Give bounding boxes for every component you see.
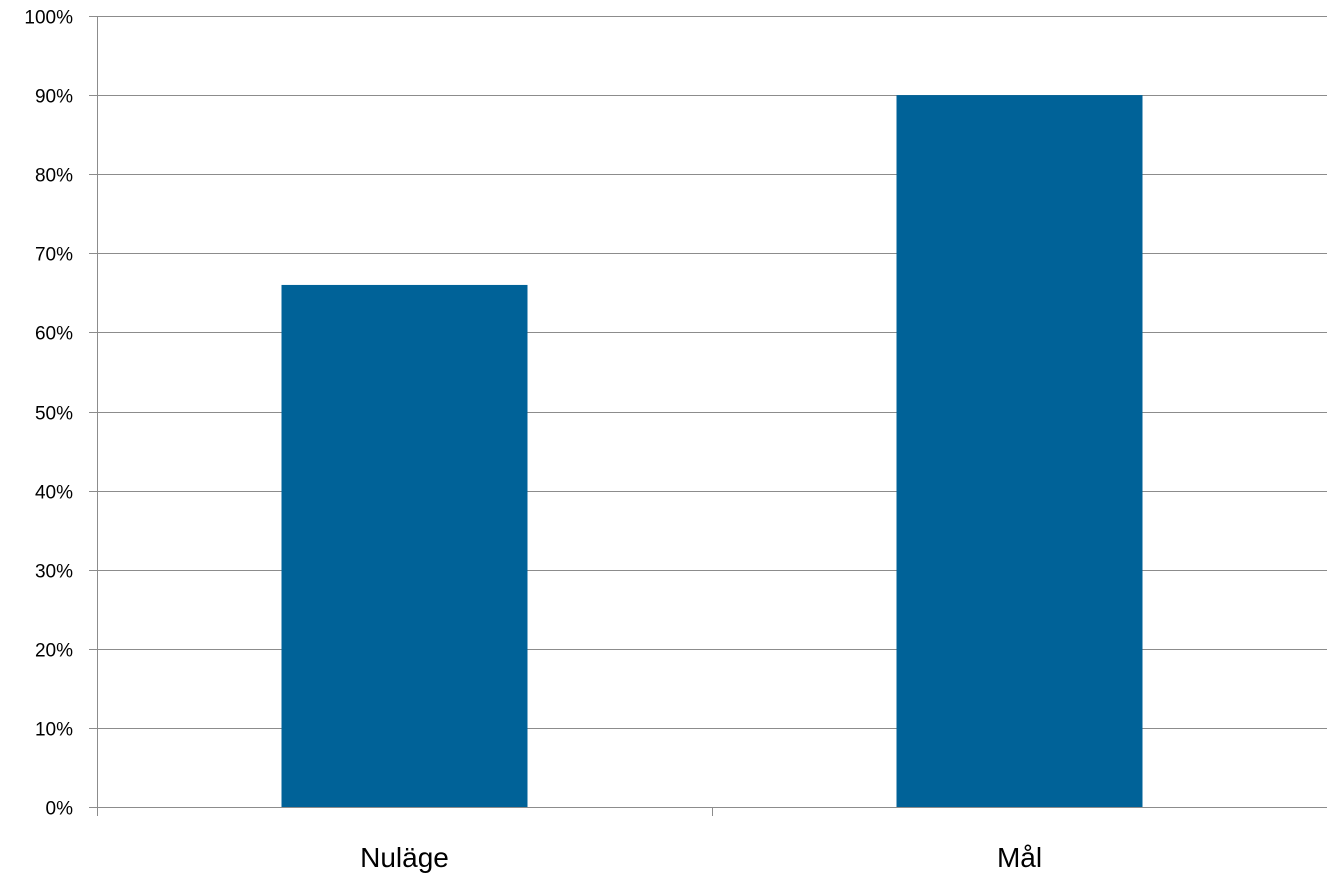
bar-nuläge [281, 284, 528, 807]
y-tick-label: 10% [35, 720, 73, 741]
x-tick-labels: Nuläge Mål [360, 842, 1042, 873]
y-tick-label: 40% [35, 483, 73, 504]
y-tick-label: 20% [35, 641, 73, 662]
x-tick-label: Nuläge [360, 842, 449, 873]
y-tick-label: 80% [35, 166, 73, 187]
y-tick-label: 50% [35, 404, 73, 425]
axes [89, 16, 1327, 816]
y-tick-label: 0% [46, 799, 74, 820]
y-tick-labels: 0% 10% 20% 30% 40% 50% 60% 70% 80% 90% 100% [24, 8, 73, 820]
x-tick-label: Mål [997, 842, 1042, 873]
y-tick-label: 30% [35, 562, 73, 583]
y-tick-label: 90% [35, 87, 73, 108]
bar-mål [896, 95, 1143, 808]
bars [281, 95, 1143, 808]
y-tick-label: 60% [35, 324, 73, 345]
y-tick-label: 70% [35, 245, 73, 266]
y-tick-label: 100% [24, 8, 73, 29]
